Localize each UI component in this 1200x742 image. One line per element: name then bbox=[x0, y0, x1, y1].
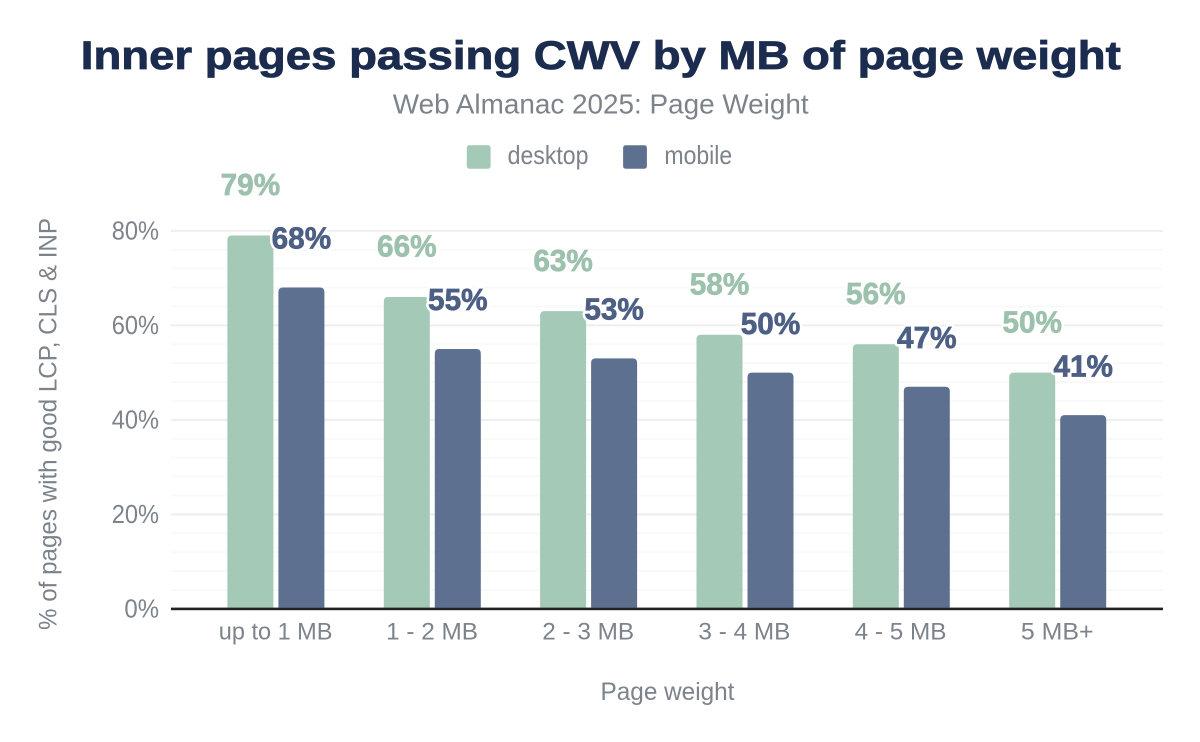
svg-text:63%: 63% bbox=[533, 243, 593, 278]
svg-text:1 - 2 MB: 1 - 2 MB bbox=[386, 619, 478, 646]
svg-text:50%: 50% bbox=[741, 306, 801, 341]
svg-text:53%: 53% bbox=[584, 292, 644, 327]
svg-text:41%: 41% bbox=[1053, 348, 1113, 383]
svg-text:up to 1 MB: up to 1 MB bbox=[219, 619, 333, 646]
svg-text:55%: 55% bbox=[428, 282, 488, 317]
svg-text:79%: 79% bbox=[221, 167, 281, 202]
svg-text:0%: 0% bbox=[124, 594, 159, 624]
svg-text:55%: 55% bbox=[428, 282, 488, 317]
svg-text:Web Almanac 2025: Page Weight: Web Almanac 2025: Page Weight bbox=[393, 89, 809, 120]
svg-text:3 - 4 MB: 3 - 4 MB bbox=[698, 619, 790, 646]
svg-text:53%: 53% bbox=[584, 292, 644, 327]
svg-text:68%: 68% bbox=[272, 221, 332, 256]
svg-text:4 - 5 MB: 4 - 5 MB bbox=[855, 619, 947, 646]
svg-text:5 MB+: 5 MB+ bbox=[1021, 619, 1094, 646]
svg-text:desktop: desktop bbox=[508, 140, 589, 170]
svg-text:50%: 50% bbox=[741, 306, 801, 341]
svg-text:50%: 50% bbox=[1002, 304, 1062, 339]
svg-text:58%: 58% bbox=[690, 267, 750, 302]
svg-text:66%: 66% bbox=[377, 229, 437, 264]
svg-text:66%: 66% bbox=[377, 229, 437, 264]
svg-text:% of pages with good LCP, CLS: % of pages with good LCP, CLS & INP bbox=[35, 218, 63, 630]
svg-text:60%: 60% bbox=[112, 310, 159, 340]
svg-text:2 - 3 MB: 2 - 3 MB bbox=[542, 619, 634, 646]
svg-text:50%: 50% bbox=[1002, 304, 1062, 339]
svg-text:Inner pages passing CWV by MB: Inner pages passing CWV by MB of page we… bbox=[81, 34, 1121, 78]
svg-text:mobile: mobile bbox=[664, 140, 732, 170]
svg-text:80%: 80% bbox=[112, 215, 159, 245]
svg-text:20%: 20% bbox=[112, 499, 159, 529]
svg-text:47%: 47% bbox=[897, 320, 957, 355]
svg-text:56%: 56% bbox=[846, 276, 906, 311]
svg-text:79%: 79% bbox=[221, 167, 281, 202]
svg-text:Page weight: Page weight bbox=[601, 678, 735, 706]
svg-text:58%: 58% bbox=[690, 267, 750, 302]
svg-text:41%: 41% bbox=[1053, 348, 1113, 383]
svg-text:68%: 68% bbox=[272, 221, 332, 256]
svg-text:47%: 47% bbox=[897, 320, 957, 355]
svg-text:40%: 40% bbox=[112, 405, 159, 435]
svg-text:56%: 56% bbox=[846, 276, 906, 311]
svg-text:63%: 63% bbox=[533, 243, 593, 278]
